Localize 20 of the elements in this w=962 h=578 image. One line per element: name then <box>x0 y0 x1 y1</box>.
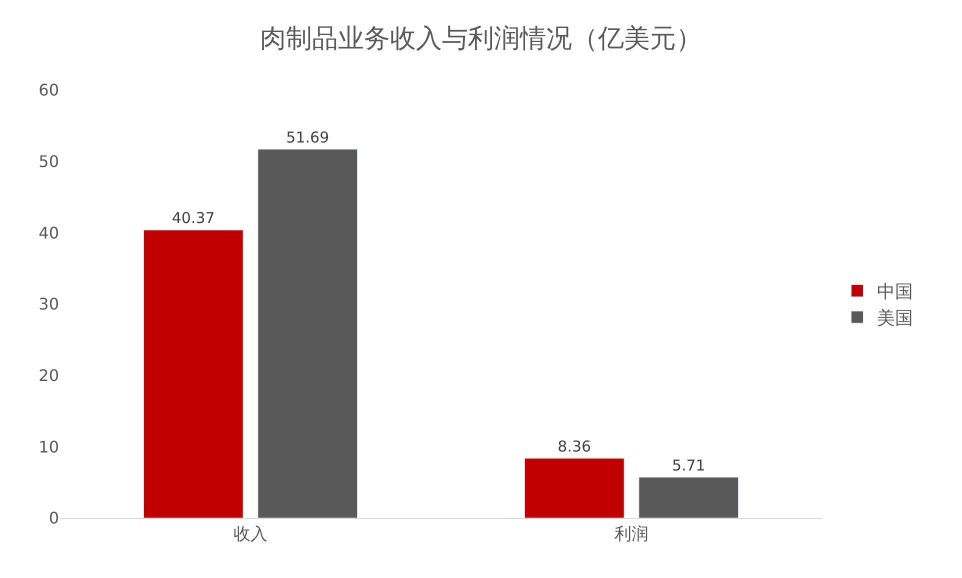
legend-label: 美国 <box>877 308 914 330</box>
chart-title: 肉制品业务收入与利润情况（亿美元） <box>260 24 702 54</box>
x-tick-label: 收入 <box>234 524 268 544</box>
y-tick-label: 20 <box>38 366 59 385</box>
data-label: 40.37 <box>172 209 215 228</box>
y-tick-label: 10 <box>38 437 59 456</box>
bar <box>524 458 624 518</box>
legend-label: 中国 <box>877 282 914 303</box>
y-tick-label: 30 <box>38 294 59 314</box>
bar <box>258 149 358 518</box>
y-tick-label: 40 <box>38 223 59 242</box>
y-tick-label: 60 <box>38 80 59 100</box>
bar <box>638 477 739 518</box>
data-label: 8.36 <box>558 437 592 456</box>
data-label: 51.69 <box>286 128 330 146</box>
y-tick-label: 50 <box>38 152 59 171</box>
data-label: 5.71 <box>672 456 706 474</box>
x-tick-label: 利润 <box>614 524 648 544</box>
y-tick-label: 0 <box>48 508 59 528</box>
bar <box>143 230 244 518</box>
